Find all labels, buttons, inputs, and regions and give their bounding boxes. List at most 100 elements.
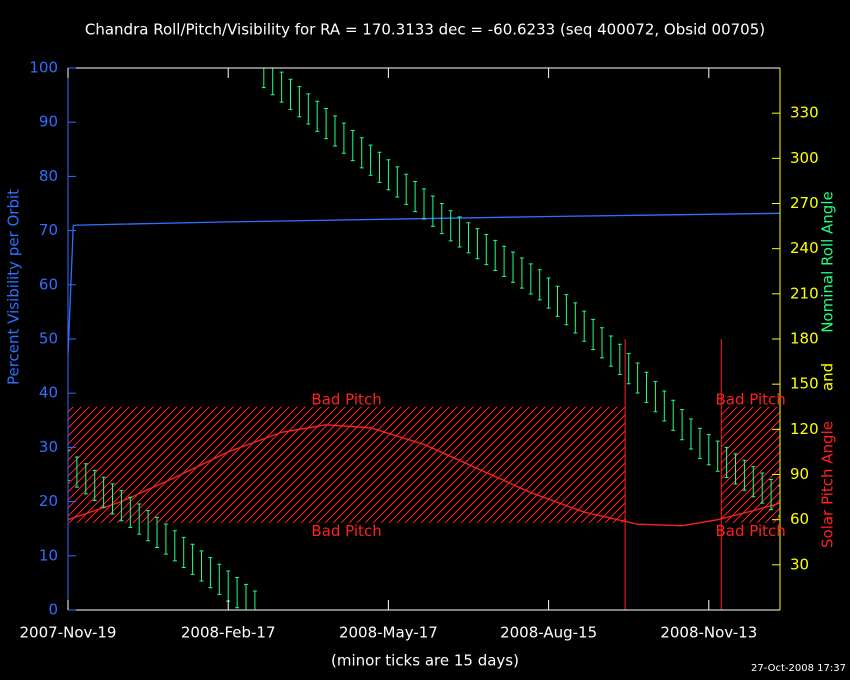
y-tick-label: 70 (39, 221, 58, 239)
y-tick-label: 100 (29, 59, 58, 77)
roll-error-bar (733, 453, 738, 485)
y2-tick-label: 150 (790, 375, 819, 393)
roll-error-bar (279, 71, 284, 103)
y2-tick-label: 60 (790, 510, 809, 528)
roll-error-bar (528, 263, 533, 295)
bad-pitch-region (68, 406, 626, 523)
y-tick-label: 0 (48, 601, 58, 619)
roll-error-bar (760, 472, 765, 504)
roll-error-bar (190, 543, 195, 575)
x-axis-label: (minor ticks are 15 days) (331, 652, 519, 670)
roll-error-bar (244, 583, 248, 610)
roll-error-bar (564, 294, 569, 326)
y-axis-label: Percent Visibility per Orbit (5, 189, 23, 385)
roll-error-bar (155, 516, 159, 549)
y-tick-label: 20 (39, 492, 58, 510)
roll-error-bar (644, 371, 649, 403)
roll-error-bar (600, 327, 604, 359)
roll-error-bar (199, 550, 204, 582)
roll-error-bar (546, 277, 551, 309)
roll-error-bar (172, 530, 177, 562)
roll-error-bar (74, 456, 79, 488)
roll-error-bar (181, 536, 186, 569)
x-tick-label: 2008-May-17 (339, 624, 438, 642)
roll-error-bar (511, 251, 515, 283)
y2-tick-label: 180 (790, 330, 819, 348)
x-tick-label: 2008-Feb-17 (181, 624, 276, 642)
roll-error-bar (208, 557, 213, 589)
roll-error-bar (680, 409, 685, 441)
roll-error-bar (778, 485, 780, 517)
roll-error-bar (430, 195, 435, 227)
roll-error-bar (439, 203, 444, 235)
roll-error-bar (324, 107, 329, 140)
roll-error-bar (68, 449, 70, 482)
roll-error-bar (582, 310, 587, 342)
roll-error-bar (751, 466, 756, 498)
roll-error-bar (769, 478, 774, 511)
roll-error-bar (137, 503, 142, 535)
roll-error-bar (742, 459, 747, 491)
y2-axis-label: Solar Pitch Angle (819, 421, 837, 548)
roll-error-bar (386, 159, 391, 191)
roll-error-bar (662, 390, 667, 422)
y2-tick-label: 270 (790, 194, 819, 212)
y-tick-label: 90 (39, 113, 58, 131)
bad-pitch-label: Bad Pitch (311, 522, 381, 540)
footnote: 27-Oct-2008 17:37 (751, 663, 846, 674)
y-tick-label: 60 (39, 275, 58, 293)
roll-error-bar (252, 590, 257, 610)
roll-error-bar (635, 362, 640, 394)
roll-error-bar (377, 151, 382, 183)
y-tick-label: 50 (39, 330, 58, 348)
roll-error-bar (573, 302, 578, 334)
roll-error-bar (350, 129, 355, 162)
roll-error-bar (519, 257, 524, 289)
roll-error-bar (591, 318, 596, 351)
y-tick-label: 40 (39, 384, 58, 402)
y2-tick-label: 30 (790, 555, 809, 573)
series-line (68, 212, 780, 356)
y2-tick-label: 330 (790, 104, 819, 122)
roll-error-bar (422, 188, 426, 220)
y2-tick-label: 300 (790, 149, 819, 167)
series-line (68, 424, 780, 527)
roll-error-bar (617, 343, 622, 375)
roll-error-bar (724, 446, 729, 479)
y-tick-label: 80 (39, 167, 58, 185)
roll-error-bar (101, 476, 106, 508)
y2-axis-label: Nominal Roll Angle (819, 191, 837, 333)
roll-error-bar (475, 228, 480, 260)
x-tick-label: 2007-Nov-19 (20, 624, 117, 642)
y-tick-label: 30 (39, 438, 58, 456)
roll-error-bar (555, 285, 560, 317)
roll-error-bar (333, 115, 337, 147)
roll-error-bar (457, 216, 462, 248)
roll-error-bar (341, 122, 346, 154)
x-tick-label: 2008-Aug-15 (500, 624, 597, 642)
roll-error-bar (697, 427, 702, 459)
roll-error-bar (128, 496, 133, 528)
roll-error-bar (306, 93, 311, 125)
y2-tick-label: 240 (790, 239, 819, 257)
roll-error-bar (689, 418, 693, 450)
y-tick-label: 10 (39, 546, 58, 564)
roll-error-bar (493, 239, 498, 271)
roll-error-bar (92, 469, 97, 502)
roll-error-bar (413, 181, 418, 213)
roll-error-bar (288, 78, 293, 110)
axes (67, 67, 781, 611)
roll-error-bar (671, 399, 676, 431)
roll-error-bar (315, 100, 320, 132)
roll-error-bar (715, 440, 720, 472)
roll-error-bar (235, 577, 240, 609)
roll-error-bar (217, 563, 222, 595)
roll-error-bar (83, 463, 88, 495)
bad-pitch-label: Bad Pitch (715, 390, 785, 408)
roll-error-bar (146, 510, 151, 542)
bad-pitch-label: Bad Pitch (311, 390, 381, 408)
roll-error-bar (537, 269, 542, 301)
roll-error-bar (297, 86, 302, 118)
